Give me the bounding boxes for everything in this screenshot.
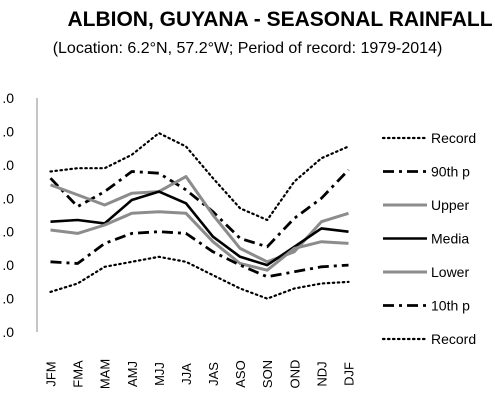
y-tick-label: .0	[2, 291, 14, 307]
x-tick-label: FMA	[71, 360, 86, 388]
y-tick-label: .0	[2, 157, 14, 173]
chart-subtitle: (Location: 6.2°N, 57.2°W; Period of reco…	[52, 40, 443, 57]
legend-label: Lower	[431, 264, 469, 280]
legend-label: Upper	[431, 197, 469, 213]
x-tick-label: JAS	[206, 362, 221, 386]
x-tick-label: NDJ	[314, 361, 329, 386]
y-tick-label: .0	[2, 224, 14, 240]
series-line-7	[49, 255, 350, 300]
y-tick-label: .0	[2, 90, 14, 106]
x-tick-label: ASO	[233, 360, 248, 387]
x-tick-label: SON	[260, 360, 275, 388]
legend-label: Media	[431, 231, 469, 247]
x-tick-label: MJJ	[152, 362, 167, 386]
legend-label: 10th p	[431, 298, 470, 314]
x-tick-label: OND	[287, 360, 302, 389]
x-tick-label: DJF	[341, 362, 356, 386]
x-tick-label: JFM	[44, 361, 59, 386]
x-tick-label: MAM	[98, 359, 113, 389]
y-tick-label: .0	[2, 257, 14, 273]
chart-title: ALBION, GUYANA - SEASONAL RAINFALL	[67, 8, 493, 31]
legend-label: Record	[431, 130, 476, 146]
series-line-5	[50, 210, 349, 272]
legend-label: Record	[431, 331, 476, 347]
series-line-1	[49, 132, 350, 222]
y-tick-label: .0	[2, 123, 14, 139]
x-tick-label: JJA	[179, 363, 194, 385]
x-tick-label: AMJ	[125, 361, 140, 387]
y-tick-label: .0	[2, 190, 14, 206]
y-tick-label: .0	[2, 324, 14, 340]
series-line-4	[50, 190, 349, 267]
legend-label: 90th p	[431, 164, 470, 180]
series-line-6	[50, 230, 349, 279]
series-line-2	[49, 168, 350, 249]
